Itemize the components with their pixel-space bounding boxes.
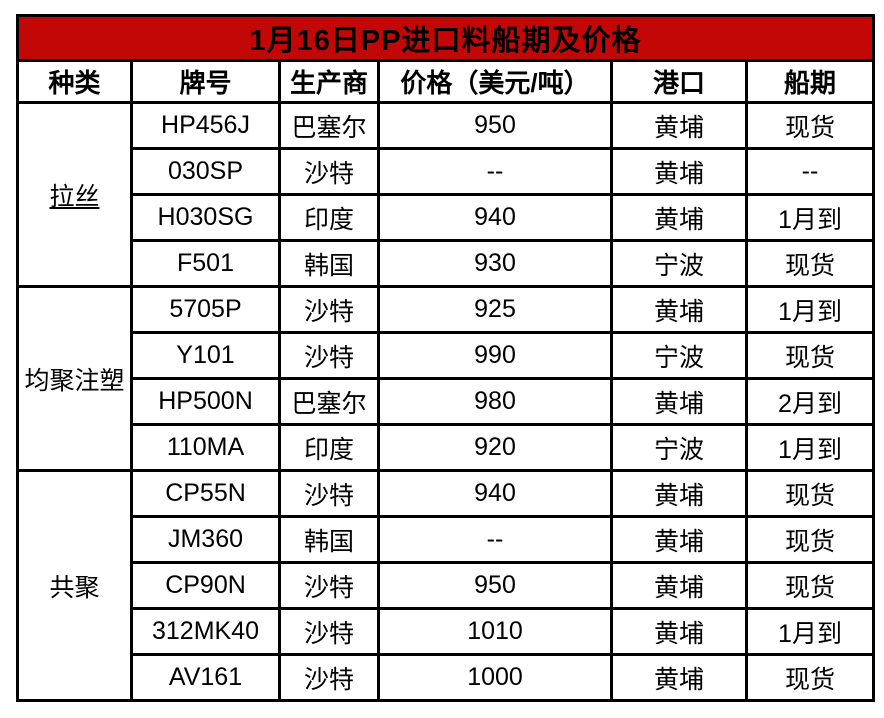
cell-grade: H030SG (130, 193, 281, 242)
cell-port: 黄埔 (610, 285, 748, 334)
cell-shipment: 现货 (744, 561, 876, 610)
cell-shipment: 1月到 (744, 423, 876, 472)
cell-shipment: 1月到 (744, 193, 876, 242)
cell-producer: 沙特 (278, 469, 380, 518)
cell-producer: 沙特 (278, 561, 380, 610)
cell-grade: HP456J (130, 101, 281, 150)
cell-grade: 312MK40 (130, 607, 281, 656)
cell-price: -- (377, 515, 613, 564)
table-row: 共聚 CP55N 沙特 940 黄埔 现货 (16, 469, 876, 702)
table-row: F501 韩国 930 宁波 现货 (18, 239, 876, 288)
cell-port: 黄埔 (610, 193, 748, 242)
cell-price: 930 (377, 239, 613, 288)
cell-producer: 沙特 (278, 147, 380, 196)
cell-shipment: 现货 (744, 331, 876, 380)
cell-grade: 110MA (130, 423, 281, 472)
category-label: 拉丝 (49, 182, 100, 211)
cell-shipment: 1月到 (744, 607, 876, 656)
cell-shipment: 1月到 (744, 285, 876, 334)
cell-producer: 沙特 (278, 653, 380, 702)
cell-port: 黄埔 (610, 147, 748, 196)
cell-port: 黄埔 (610, 469, 748, 518)
cell-producer: 韩国 (278, 239, 380, 288)
cell-grade: JM360 (130, 515, 281, 564)
cell-grade: 5705P (130, 285, 281, 334)
cell-port: 宁波 (610, 423, 748, 472)
table-body: 拉丝 HP456J 巴塞尔 950 黄埔 现货 030SP 沙特 -- 黄埔 -- H030SG 印度 9… (16, 101, 876, 702)
header-cell-shipment: 船期 (744, 59, 876, 104)
cell-grade: Y101 (130, 331, 281, 380)
cell-price: 1000 (377, 653, 613, 702)
cell-port: 黄埔 (610, 515, 748, 564)
cell-shipment: -- (744, 147, 876, 196)
cell-port: 黄埔 (610, 101, 748, 150)
cell-producer: 印度 (278, 193, 380, 242)
cell-port: 宁波 (610, 331, 748, 380)
title-row: 1月16日PP进口料船期及价格 (15, 14, 876, 62)
cell-grade: CP90N (130, 561, 281, 610)
table-row: 030SP 沙特 -- 黄埔 -- (18, 147, 876, 196)
cell-grade: CP55N (130, 469, 281, 518)
table-row: 拉丝 HP456J 巴塞尔 950 黄埔 现货 (16, 101, 876, 288)
header-cell-producer: 生产商 (278, 59, 380, 104)
table-row: JM360 韩国 -- 黄埔 现货 (18, 515, 876, 564)
table-row: 均聚注塑 5705P 沙特 925 黄埔 1月到 (16, 285, 876, 472)
cell-port: 黄埔 (610, 653, 748, 702)
cell-category: 均聚注塑 (16, 285, 133, 472)
cell-shipment: 现货 (744, 469, 876, 518)
cell-price: 940 (377, 469, 613, 518)
cell-producer: 巴塞尔 (278, 377, 380, 426)
header-cell-price: 价格（美元/吨） (377, 59, 613, 104)
cell-grade: 030SP (130, 147, 281, 196)
cell-producer: 韩国 (278, 515, 380, 564)
cell-producer: 印度 (278, 423, 380, 472)
cell-producer: 沙特 (278, 607, 380, 656)
header-cell-category: 种类 (16, 59, 133, 104)
cell-port: 黄埔 (610, 377, 748, 426)
cell-shipment: 2月到 (744, 377, 876, 426)
cell-grade: HP500N (130, 377, 281, 426)
cell-shipment: 现货 (744, 239, 876, 288)
cell-price: -- (377, 147, 613, 196)
cell-category: 拉丝 (16, 101, 133, 288)
cell-price: 990 (377, 331, 613, 380)
cell-shipment: 现货 (744, 653, 876, 702)
table-row: CP90N 沙特 950 黄埔 现货 (18, 561, 876, 610)
cell-category: 共聚 (16, 469, 133, 702)
cell-shipment: 现货 (744, 101, 876, 150)
table-row: HP500N 巴塞尔 980 黄埔 2月到 (18, 377, 876, 426)
cell-price: 1010 (377, 607, 613, 656)
header-cell-port: 港口 (610, 59, 748, 104)
pp-import-price-table: 1月16日PP进口料船期及价格 种类 牌号 生产商 价格（美元/吨） 港口 船期… (15, 14, 876, 702)
table-row: 312MK40 沙特 1010 黄埔 1月到 (18, 607, 876, 656)
cell-price: 980 (377, 377, 613, 426)
cell-price: 925 (377, 285, 613, 334)
cell-price: 920 (377, 423, 613, 472)
header-row: 种类 牌号 生产商 价格（美元/吨） 港口 船期 (16, 59, 876, 104)
table-row: AV161 沙特 1000 黄埔 现货 (18, 653, 876, 702)
cell-price: 940 (377, 193, 613, 242)
cell-grade: F501 (130, 239, 281, 288)
cell-grade: AV161 (130, 653, 281, 702)
cell-producer: 巴塞尔 (278, 101, 380, 150)
cell-shipment: 现货 (744, 515, 876, 564)
cell-port: 黄埔 (610, 607, 748, 656)
cell-price: 950 (377, 561, 613, 610)
cell-producer: 沙特 (278, 285, 380, 334)
table-row: Y101 沙特 990 宁波 现货 (18, 331, 876, 380)
category-label: 均聚注塑 (24, 366, 125, 395)
cell-price: 950 (377, 101, 613, 150)
cell-producer: 沙特 (278, 331, 380, 380)
category-label: 共聚 (49, 573, 100, 602)
cell-port: 黄埔 (610, 561, 748, 610)
cell-port: 宁波 (610, 239, 748, 288)
table-title: 1月16日PP进口料船期及价格 (15, 14, 876, 62)
table-row: H030SG 印度 940 黄埔 1月到 (18, 193, 876, 242)
header-cell-grade: 牌号 (130, 59, 281, 104)
table-row: 110MA 印度 920 宁波 1月到 (18, 423, 876, 472)
